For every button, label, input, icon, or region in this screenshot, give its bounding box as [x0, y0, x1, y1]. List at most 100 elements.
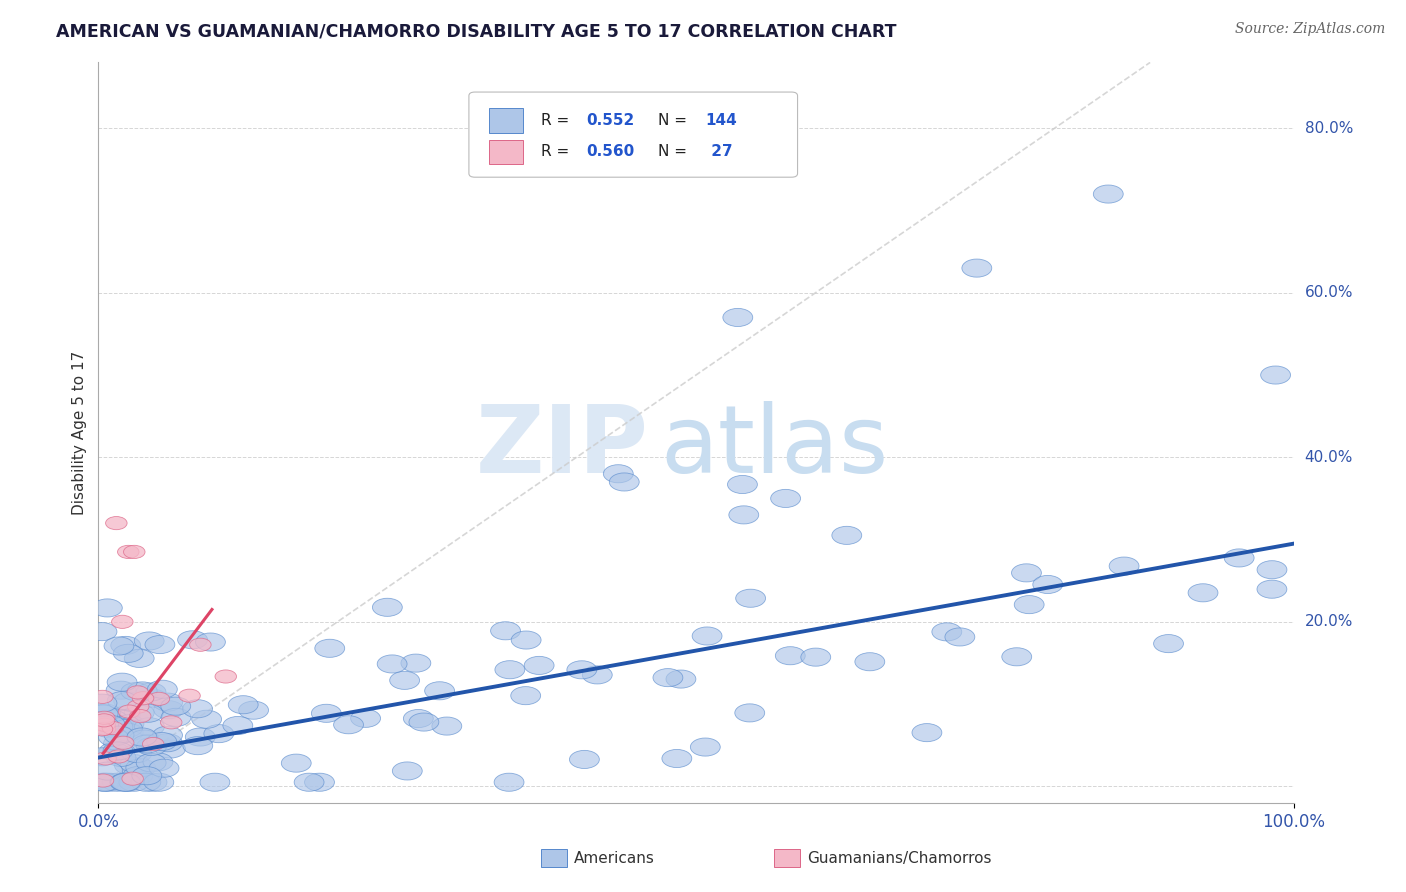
Ellipse shape: [127, 759, 156, 777]
Ellipse shape: [114, 756, 145, 774]
Ellipse shape: [118, 705, 139, 718]
Ellipse shape: [135, 718, 165, 736]
Ellipse shape: [186, 728, 215, 746]
Ellipse shape: [727, 475, 758, 493]
Ellipse shape: [111, 615, 134, 628]
Ellipse shape: [315, 640, 344, 657]
Ellipse shape: [228, 696, 259, 714]
Ellipse shape: [110, 706, 141, 724]
Ellipse shape: [224, 716, 253, 735]
Ellipse shape: [1011, 564, 1042, 582]
Text: Americans: Americans: [574, 851, 655, 866]
Ellipse shape: [129, 709, 150, 723]
Ellipse shape: [129, 730, 159, 748]
Ellipse shape: [121, 682, 150, 700]
Ellipse shape: [200, 773, 229, 791]
Ellipse shape: [1188, 583, 1218, 602]
Ellipse shape: [124, 545, 145, 558]
Ellipse shape: [114, 723, 143, 741]
Ellipse shape: [183, 699, 212, 718]
Ellipse shape: [281, 754, 311, 772]
Text: ZIP: ZIP: [475, 401, 648, 493]
Ellipse shape: [311, 705, 342, 723]
Ellipse shape: [91, 723, 112, 736]
Ellipse shape: [94, 718, 115, 731]
Bar: [773, 848, 800, 867]
Ellipse shape: [149, 759, 179, 777]
Ellipse shape: [148, 692, 170, 706]
Bar: [541, 848, 567, 867]
Ellipse shape: [93, 714, 115, 727]
Bar: [489, 109, 523, 133]
Ellipse shape: [105, 516, 127, 530]
Ellipse shape: [652, 669, 683, 687]
Ellipse shape: [510, 687, 541, 705]
Ellipse shape: [1002, 648, 1032, 665]
Ellipse shape: [87, 747, 117, 766]
Ellipse shape: [112, 736, 134, 749]
Ellipse shape: [215, 670, 236, 683]
Ellipse shape: [204, 724, 233, 743]
FancyBboxPatch shape: [470, 92, 797, 178]
Ellipse shape: [96, 715, 125, 733]
Ellipse shape: [389, 672, 419, 690]
Ellipse shape: [138, 773, 167, 791]
Ellipse shape: [107, 691, 138, 710]
Ellipse shape: [114, 692, 143, 710]
Text: 80.0%: 80.0%: [1305, 120, 1353, 136]
Ellipse shape: [432, 717, 461, 735]
Ellipse shape: [87, 694, 117, 712]
Ellipse shape: [134, 632, 165, 650]
Ellipse shape: [962, 259, 991, 277]
Ellipse shape: [114, 714, 143, 733]
Ellipse shape: [162, 708, 191, 726]
Y-axis label: Disability Age 5 to 17: Disability Age 5 to 17: [72, 351, 87, 515]
Text: R =: R =: [541, 145, 574, 160]
Ellipse shape: [1094, 185, 1123, 203]
Ellipse shape: [666, 670, 696, 688]
Ellipse shape: [98, 742, 129, 761]
Ellipse shape: [118, 545, 139, 558]
Ellipse shape: [132, 766, 162, 785]
Ellipse shape: [735, 590, 765, 607]
Ellipse shape: [136, 754, 166, 772]
Ellipse shape: [127, 686, 149, 699]
Ellipse shape: [122, 772, 143, 785]
Ellipse shape: [495, 661, 524, 679]
Ellipse shape: [103, 722, 124, 735]
Ellipse shape: [136, 738, 166, 756]
Ellipse shape: [111, 773, 141, 791]
Text: atlas: atlas: [661, 401, 889, 493]
Ellipse shape: [662, 749, 692, 767]
Ellipse shape: [146, 732, 177, 750]
Ellipse shape: [132, 691, 153, 705]
Ellipse shape: [94, 752, 117, 765]
Ellipse shape: [132, 735, 162, 753]
Ellipse shape: [128, 700, 149, 714]
Text: Source: ZipAtlas.com: Source: ZipAtlas.com: [1234, 22, 1385, 37]
Ellipse shape: [239, 701, 269, 719]
Ellipse shape: [97, 710, 128, 728]
Ellipse shape: [94, 722, 115, 735]
Ellipse shape: [93, 599, 122, 617]
Ellipse shape: [104, 726, 134, 744]
Ellipse shape: [177, 631, 208, 648]
Ellipse shape: [912, 723, 942, 741]
Ellipse shape: [512, 631, 541, 649]
Ellipse shape: [94, 720, 124, 738]
Ellipse shape: [1261, 366, 1291, 384]
Ellipse shape: [770, 490, 800, 508]
Text: N =: N =: [658, 145, 692, 160]
Ellipse shape: [93, 762, 122, 780]
Ellipse shape: [567, 661, 596, 679]
Text: 0.560: 0.560: [586, 145, 634, 160]
Ellipse shape: [90, 773, 120, 791]
Ellipse shape: [152, 734, 183, 752]
Text: 60.0%: 60.0%: [1305, 285, 1353, 301]
Ellipse shape: [191, 710, 222, 728]
Text: 0.552: 0.552: [586, 113, 634, 128]
Text: AMERICAN VS GUAMANIAN/CHAMORRO DISABILITY AGE 5 TO 17 CORRELATION CHART: AMERICAN VS GUAMANIAN/CHAMORRO DISABILIT…: [56, 22, 897, 40]
Text: N =: N =: [658, 113, 692, 128]
Ellipse shape: [945, 628, 974, 646]
Ellipse shape: [111, 636, 141, 655]
